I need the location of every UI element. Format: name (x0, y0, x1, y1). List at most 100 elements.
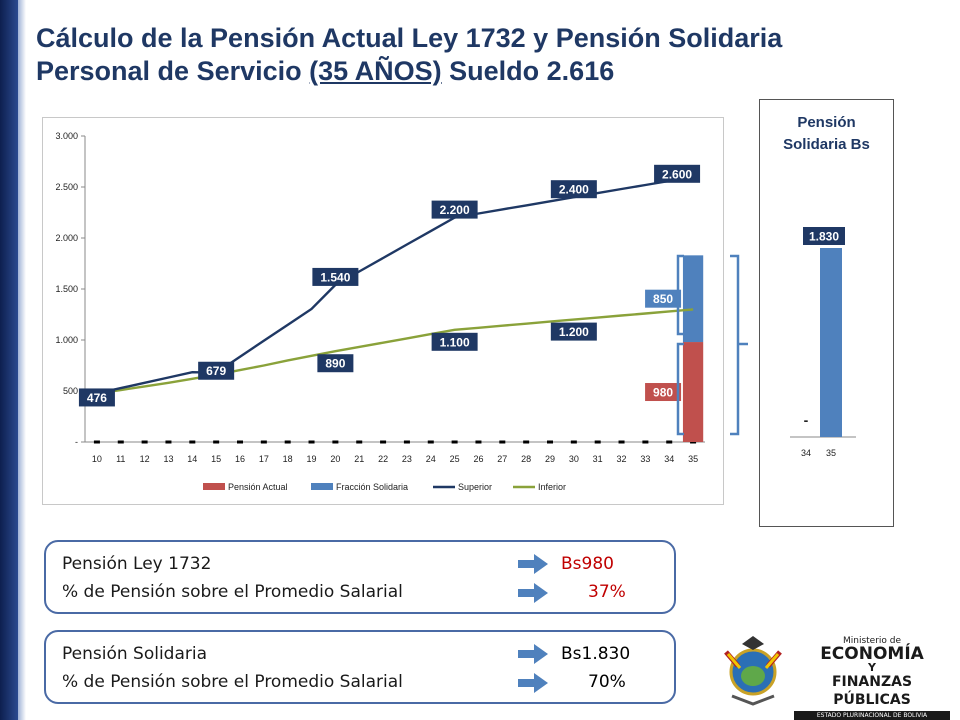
x-zero-marker (618, 440, 625, 444)
x-zero-marker (356, 440, 363, 444)
box2-row2-label: % de Pensión sobre el Promedio Salarial (62, 672, 403, 692)
title-line-2: Personal de Servicio (35 AÑOS) Sueldo 2.… (36, 55, 936, 88)
data-label: 2.200 (431, 200, 478, 219)
x-zero-marker (475, 440, 482, 444)
data-label-text: 1.200 (559, 325, 589, 339)
data-label-text: 476 (87, 391, 107, 405)
y-tick-label: 3.000 (55, 131, 78, 141)
x-tick-label: 29 (545, 454, 555, 464)
side-value-label-box (803, 227, 845, 245)
legend-item: Pensión Actual (203, 482, 288, 492)
x-zero-marker (666, 440, 673, 444)
side-chart-title: Pensión Solidaria Bs (760, 112, 893, 156)
x-tick-label: 26 (473, 454, 483, 464)
x-tick-label: 33 (640, 454, 650, 464)
x-tick-label: 34 (664, 454, 674, 464)
box2-row1-label: Pensión Solidaria (62, 644, 208, 664)
x-tick-label: 25 (450, 454, 460, 464)
series-line-superior (96, 175, 694, 395)
x-tick-label: 22 (378, 454, 388, 464)
data-label-box (645, 383, 682, 402)
x-zero-marker (165, 440, 172, 444)
data-label-text: 2.200 (440, 203, 470, 217)
data-label: 1.540 (312, 267, 359, 286)
x-tick-label: 23 (402, 454, 412, 464)
side-chart-title-line2: Solidaria Bs (783, 136, 870, 153)
x-tick-label: 16 (235, 454, 245, 464)
x-zero-marker (284, 440, 291, 444)
data-label: 1.100 (431, 332, 478, 351)
x-tick-label: 18 (283, 454, 293, 464)
bar-pension-actual (682, 342, 704, 442)
legend-label: Fracción Solidaria (336, 482, 408, 492)
x-tick-label: 21 (354, 454, 364, 464)
box2-row2-value: 70% (588, 672, 626, 692)
x-tick-label: 10 (92, 454, 102, 464)
x-zero-marker (189, 440, 196, 444)
x-zero-marker (93, 440, 100, 444)
data-label-text: 2.600 (662, 167, 692, 181)
y-tick-label: 1.000 (55, 335, 78, 345)
bracket-upper (676, 254, 684, 336)
x-zero-marker (237, 440, 243, 444)
x-zero-marker (427, 440, 434, 444)
x-tick-label: 28 (521, 454, 531, 464)
data-label-box (654, 164, 701, 183)
data-label-text: 679 (206, 364, 226, 378)
side-value-label: 1.830 (803, 227, 845, 245)
x-zero-marker (213, 440, 220, 444)
data-label-text: 1.100 (440, 335, 470, 349)
data-label: 850 (645, 289, 682, 308)
data-label: 1.200 (550, 322, 597, 341)
box1-row1-label: Pensión Ley 1732 (62, 554, 212, 574)
title-line-1: Cálculo de la Pensión Actual Ley 1732 y … (36, 23, 783, 53)
legend-label: Superior (458, 482, 492, 492)
arrow-right-icon (518, 644, 548, 664)
page-title: Cálculo de la Pensión Actual Ley 1732 y … (36, 22, 936, 88)
ministry-logo-text: Ministerio de ECONOMÍA Y FINANZAS PÚBLIC… (794, 636, 950, 720)
box2-row1-value: Bs1.830 (561, 644, 631, 664)
logo-line3: Y (868, 661, 876, 674)
data-label: 2.400 (550, 180, 597, 199)
data-label: 476 (78, 388, 115, 407)
title-line-2-underlined: (35 AÑOS) (309, 56, 442, 86)
x-zero-marker (642, 440, 649, 444)
data-label: 679 (198, 361, 235, 380)
series-line-inferior (96, 308, 694, 395)
x-zero-marker (141, 440, 148, 444)
data-label-box (645, 289, 682, 308)
y-tick-label: - (75, 437, 78, 447)
bracket-connector (676, 254, 748, 436)
side-bar (820, 248, 842, 437)
side-chart: 34 35 1.830 - (790, 227, 856, 458)
x-zero-marker (451, 440, 458, 444)
x-zero-marker (332, 440, 339, 444)
main-chart-panel: - 500 1.000 1.500 2.000 2.500 3.000 10 11 12 13 14 1… (42, 117, 724, 505)
x-tick-label: 35 (688, 454, 698, 464)
side-value-label-zero: - (804, 412, 809, 428)
info-box-pension-ley: Pensión Ley 1732 % de Pensión sobre el P… (44, 540, 676, 614)
y-tick-label: 500 (63, 386, 78, 396)
x-zero-marker (523, 440, 530, 444)
logo-line4: FINANZAS PÚBLICAS (831, 674, 913, 708)
x-tick-label: 27 (497, 454, 507, 464)
arrow-right-icon (518, 583, 548, 603)
data-label-text: 980 (653, 386, 673, 400)
data-label-box (198, 361, 235, 380)
x-zero-marker (547, 440, 553, 444)
data-label-box (312, 267, 359, 286)
x-tick-label: 17 (259, 454, 269, 464)
data-label-box (78, 388, 115, 407)
side-chart-title-line1: Pensión (797, 114, 856, 131)
arrow-right-icon (518, 673, 548, 693)
data-label-text: 1.540 (320, 270, 350, 284)
side-value-label-text: 1.830 (809, 230, 839, 244)
box1-row2-label: % de Pensión sobre el Promedio Salarial (62, 582, 403, 602)
legend-swatch (311, 483, 333, 490)
data-label: 2.600 (654, 164, 701, 183)
bar-fraccion-solidaria (682, 255, 704, 343)
bracket-outer (730, 254, 740, 436)
legend-item: Fracción Solidaria (311, 482, 408, 492)
title-line-2-suffix: Sueldo 2.616 (441, 56, 615, 86)
data-label: 890 (317, 354, 354, 373)
